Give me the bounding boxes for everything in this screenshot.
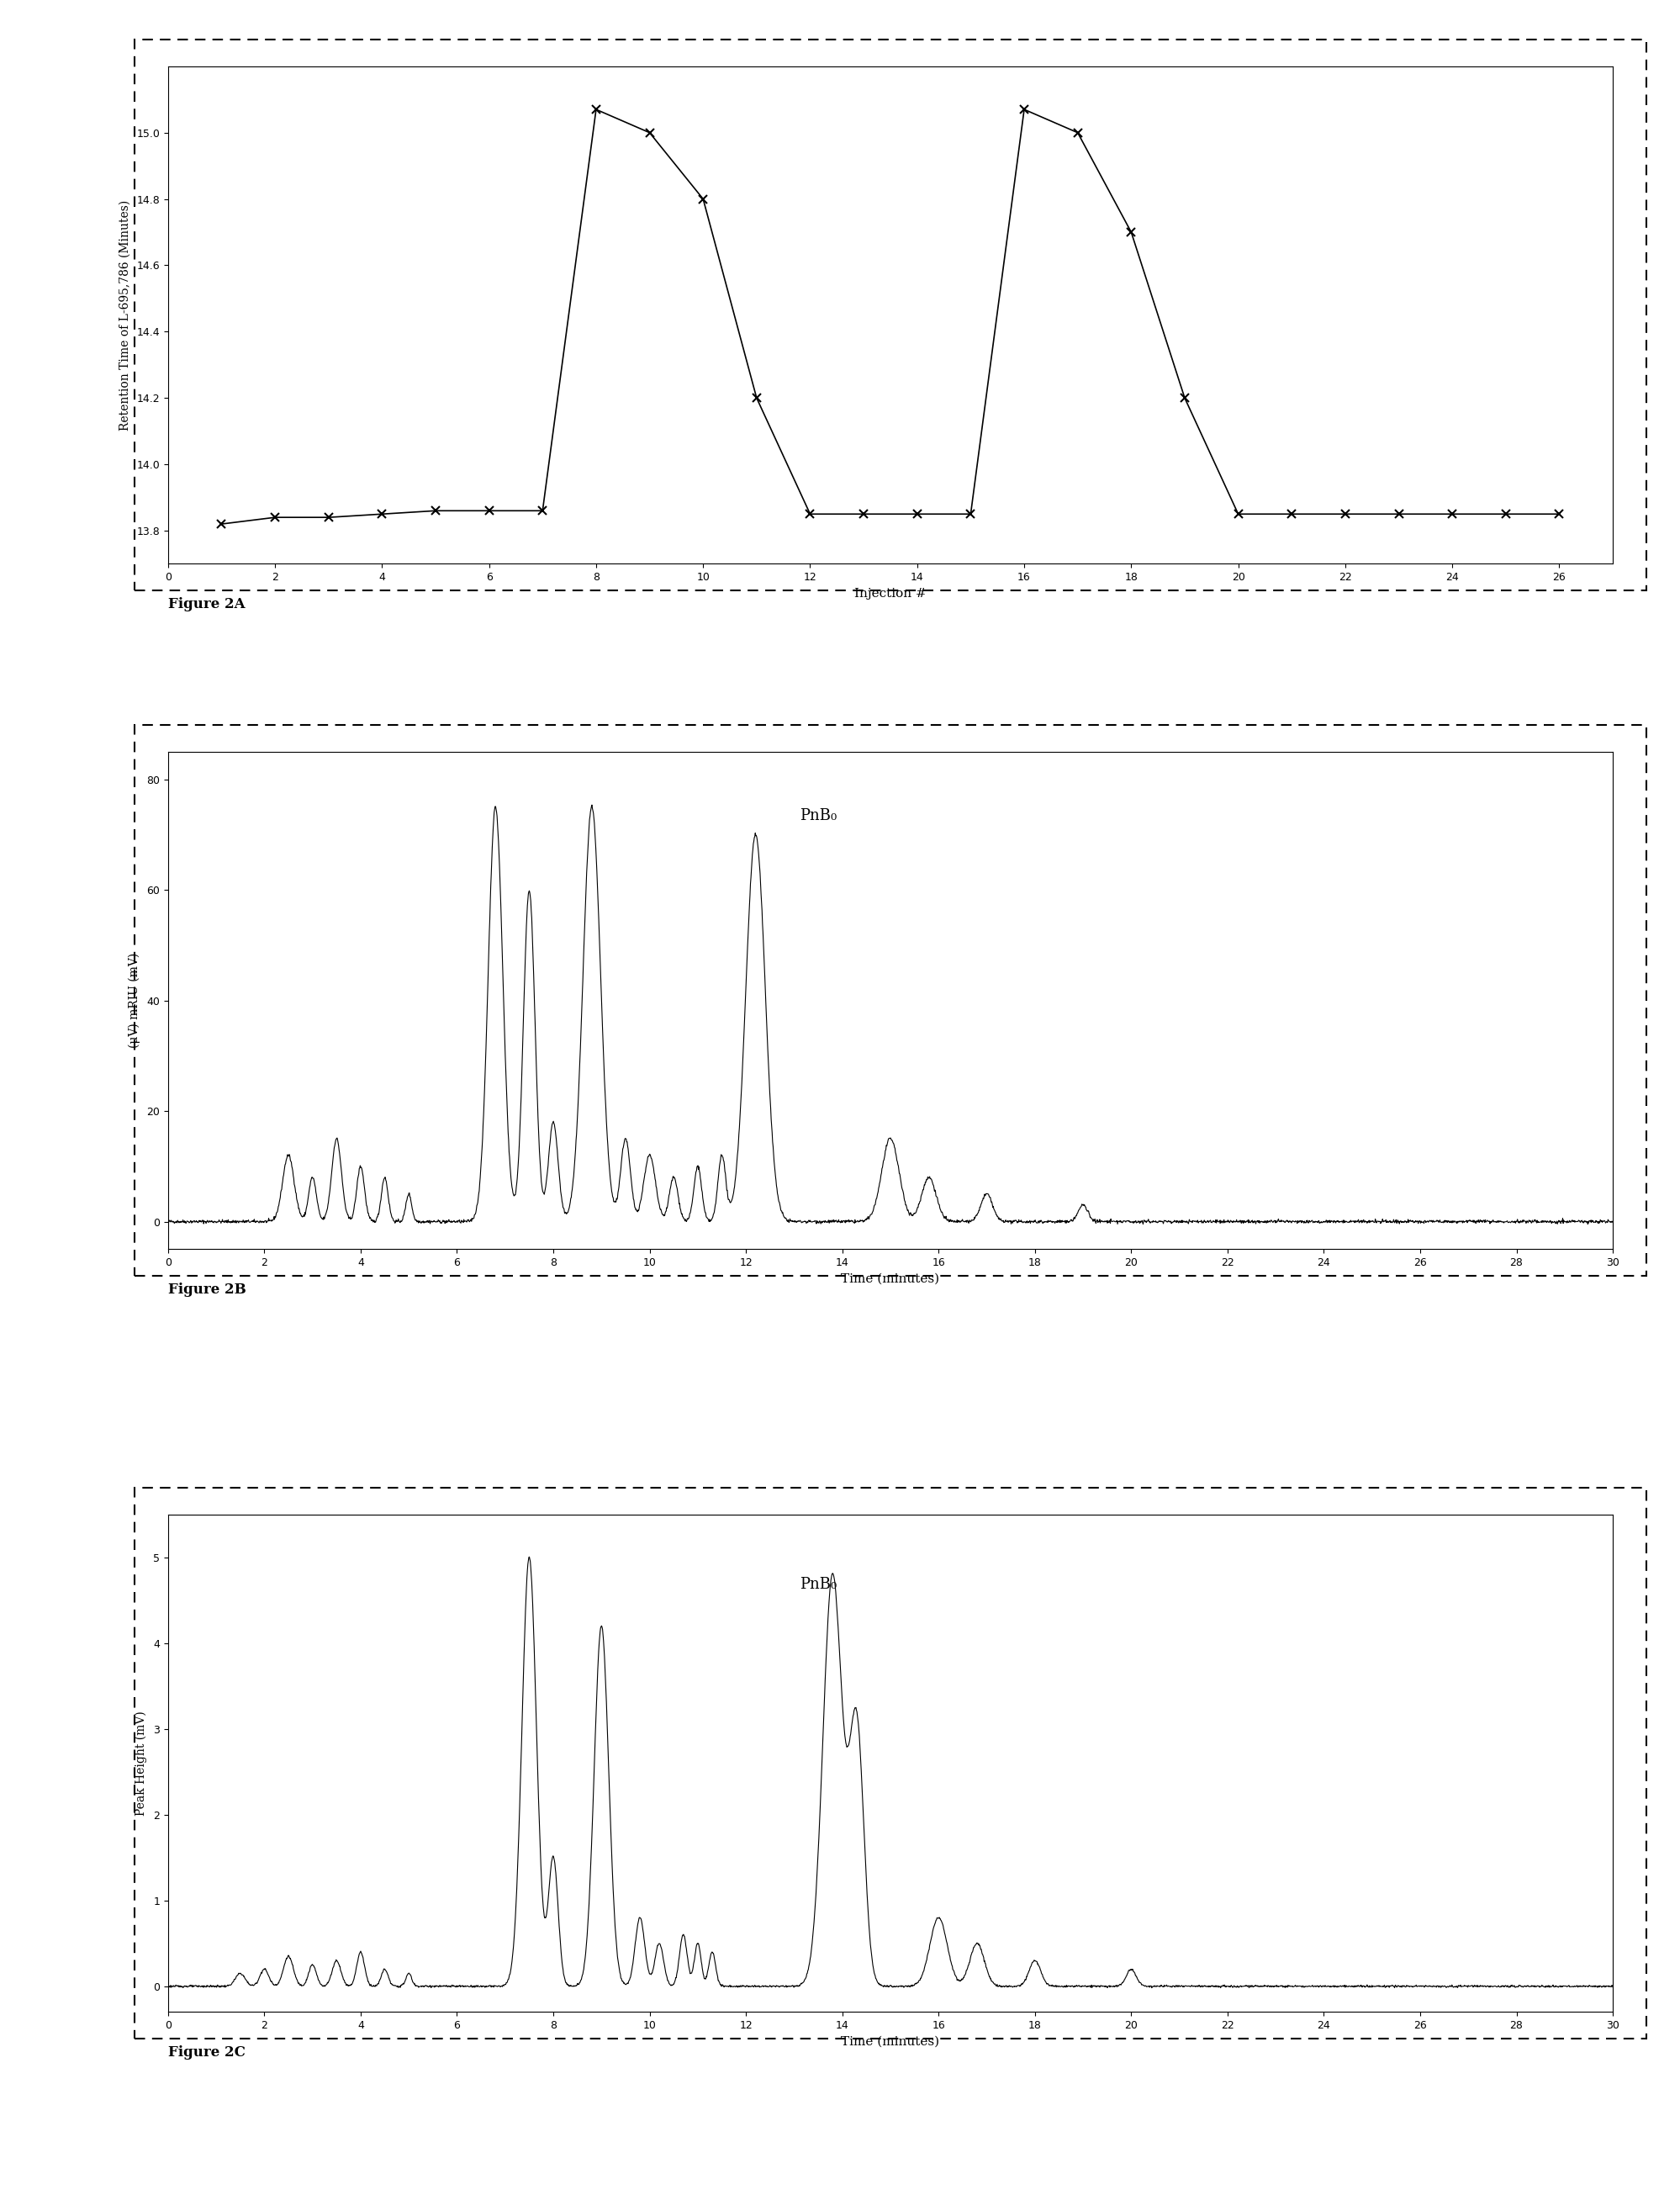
X-axis label: Injection #: Injection #	[855, 588, 926, 599]
Text: PnB₀: PnB₀	[800, 809, 837, 822]
Y-axis label: (μV) mRIU (mV): (μV) mRIU (mV)	[128, 953, 141, 1048]
Text: Figure 2A: Figure 2A	[168, 597, 245, 610]
Y-axis label: Retention Time of L-695,786 (Minutes): Retention Time of L-695,786 (Minutes)	[119, 199, 131, 431]
X-axis label: Time (minutes): Time (minutes)	[842, 2036, 939, 2047]
Text: PnB₀: PnB₀	[800, 1576, 837, 1592]
Text: Figure 2B: Figure 2B	[168, 1282, 245, 1296]
X-axis label: Time (minutes): Time (minutes)	[842, 1274, 939, 1285]
Text: Figure 2C: Figure 2C	[168, 2045, 245, 2058]
Y-axis label: Peak Height (mV): Peak Height (mV)	[134, 1711, 148, 1815]
